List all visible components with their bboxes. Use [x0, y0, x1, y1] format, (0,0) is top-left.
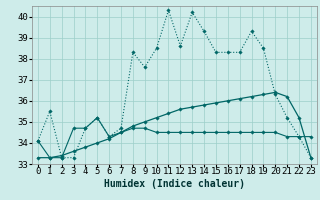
X-axis label: Humidex (Indice chaleur): Humidex (Indice chaleur)	[104, 179, 245, 189]
